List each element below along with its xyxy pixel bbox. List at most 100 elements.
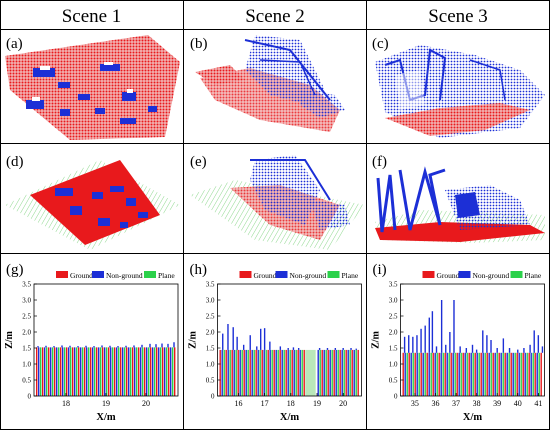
bar xyxy=(414,352,416,396)
bar xyxy=(510,352,512,396)
bar xyxy=(261,349,263,396)
bar xyxy=(484,352,486,396)
bar xyxy=(130,347,132,396)
x-tick-label: 20 xyxy=(339,399,347,408)
bar xyxy=(502,352,504,396)
bar xyxy=(46,347,48,396)
bar xyxy=(98,347,100,396)
bar xyxy=(492,352,494,396)
plot-frame xyxy=(400,283,545,397)
bar xyxy=(255,349,257,396)
bar xyxy=(458,352,460,396)
bar xyxy=(478,352,480,396)
bar xyxy=(118,347,120,396)
bar xyxy=(327,349,329,396)
bar xyxy=(158,347,160,396)
bar xyxy=(144,347,146,396)
bar xyxy=(156,347,158,396)
bar xyxy=(239,349,241,396)
bar xyxy=(253,349,255,396)
bar xyxy=(72,347,74,396)
bar xyxy=(526,352,528,396)
bar xyxy=(152,347,154,396)
bar xyxy=(40,347,42,396)
y-tick-label: 1.0 xyxy=(389,361,398,369)
chart-g: (g) Ground Non-ground Plane 0 0.5 1.0 1.5 2.0 2.5… xyxy=(4,262,179,423)
legend-swatch xyxy=(458,271,471,278)
y-tick-label: 2.5 xyxy=(206,313,215,321)
bar xyxy=(329,349,331,396)
bar xyxy=(496,352,498,396)
bar xyxy=(134,347,136,396)
x-axis-label: X/m xyxy=(280,412,300,423)
y-axis-label: Z/m xyxy=(188,330,199,348)
bar xyxy=(295,349,297,396)
bar xyxy=(267,349,269,396)
panel-letter-b: (b) xyxy=(190,36,208,52)
x-tick-label: 17 xyxy=(261,399,269,408)
bar xyxy=(498,352,500,396)
x-tick-label: 19 xyxy=(102,399,110,408)
bar xyxy=(148,347,150,396)
bar xyxy=(524,352,526,396)
chart-legend: Ground Non-ground Plane xyxy=(56,271,175,280)
legend-label: Non-ground xyxy=(473,271,510,280)
bar xyxy=(259,349,261,396)
bar xyxy=(84,347,86,396)
bar xyxy=(56,347,58,396)
bar xyxy=(436,352,438,396)
legend-swatch xyxy=(239,271,252,278)
legend-swatch xyxy=(275,271,288,278)
bar xyxy=(96,347,98,396)
bar xyxy=(241,349,243,396)
bar xyxy=(92,347,94,396)
bar xyxy=(420,352,422,396)
y-tick-label: 1.5 xyxy=(22,345,31,353)
bar xyxy=(474,352,476,396)
bar xyxy=(297,349,299,396)
bar xyxy=(287,349,289,396)
bar xyxy=(146,347,148,396)
chart-i: (i) Ground Non-ground Plane 0 0.5 1.0 1.5 2.0 2.5… xyxy=(371,262,545,423)
bar xyxy=(170,347,172,396)
bar xyxy=(518,352,520,396)
bar xyxy=(470,352,472,396)
y-tick-label: 0.5 xyxy=(22,377,31,385)
bar xyxy=(339,349,341,396)
bar xyxy=(162,347,164,396)
y-tick-label: 2.0 xyxy=(206,329,215,337)
y-tick-label: 2.5 xyxy=(389,313,398,321)
bar xyxy=(486,352,488,396)
bar xyxy=(136,347,138,396)
x-tick-label: 36 xyxy=(431,399,439,408)
bar xyxy=(80,347,82,396)
panel-letter-a: (a) xyxy=(6,36,23,52)
bar xyxy=(138,347,140,396)
y-tick-label: 2.0 xyxy=(22,329,31,337)
bar xyxy=(500,352,502,396)
bar xyxy=(128,347,130,396)
bar xyxy=(434,352,436,396)
chart-panels: (g) Ground Non-ground Plane 0 0.5 1.0 1.5 2.0 2.5… xyxy=(4,262,545,423)
bar xyxy=(106,347,108,396)
bar xyxy=(221,349,223,396)
bar xyxy=(257,349,259,396)
bar xyxy=(408,352,410,396)
bar xyxy=(337,349,339,396)
bar xyxy=(454,352,456,396)
bar xyxy=(114,347,116,396)
panel-letter-c: (c) xyxy=(372,36,389,52)
bar xyxy=(120,347,122,396)
x-axis-label: X/m xyxy=(463,412,483,423)
panel-letter-f: (f) xyxy=(372,154,387,170)
bar xyxy=(416,352,418,396)
x-tick-label: 39 xyxy=(493,399,501,408)
bar xyxy=(160,347,162,396)
legend-label: Plane xyxy=(525,271,542,280)
bar xyxy=(52,347,54,396)
chart-bars xyxy=(219,324,359,396)
bar xyxy=(126,347,128,396)
bar xyxy=(530,352,532,396)
bar xyxy=(299,349,301,396)
bar xyxy=(150,347,152,396)
